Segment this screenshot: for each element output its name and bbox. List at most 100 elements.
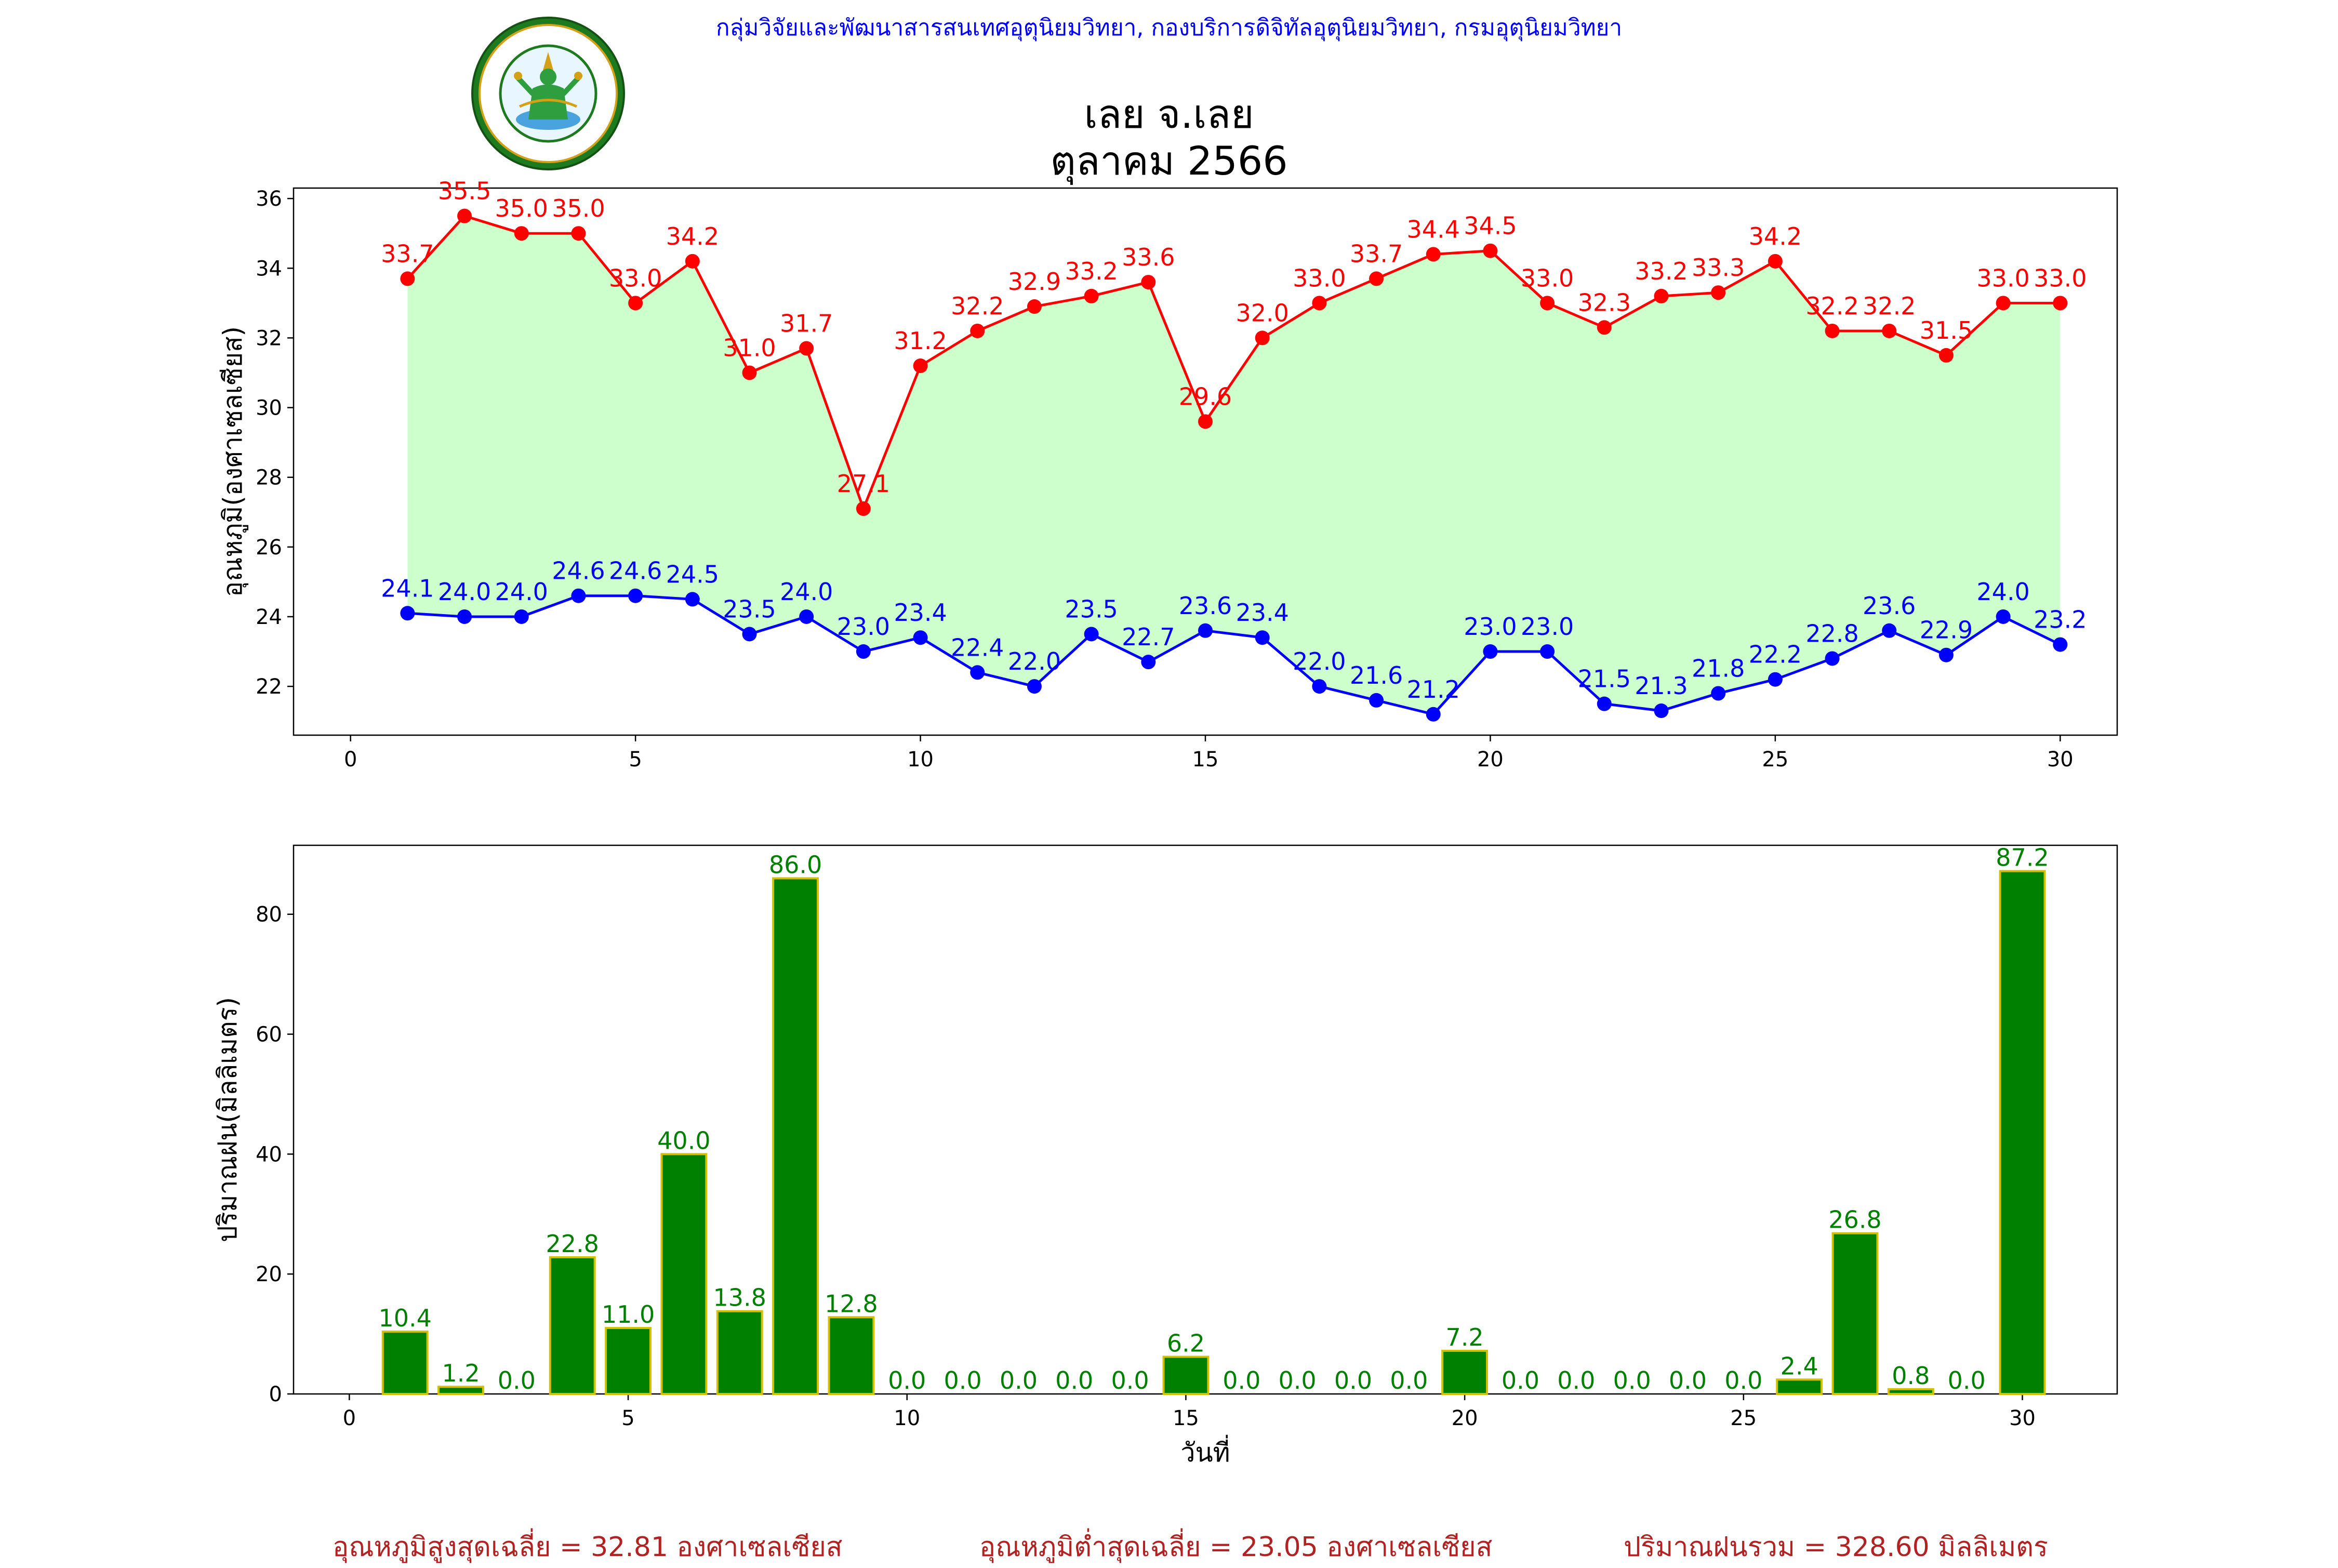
max-temperature-point [2053, 296, 2068, 311]
min-temperature-label: 21.5 [1578, 665, 1631, 693]
min-temperature-point [856, 644, 871, 659]
min-temperature-point [1540, 644, 1555, 659]
x-tick-label: 0 [344, 748, 357, 772]
rainfall-bar [437, 1386, 484, 1396]
rainfall-bar [828, 1316, 875, 1395]
min-temperature-point [400, 606, 415, 621]
max-temperature-label: 33.0 [609, 264, 662, 292]
min-temperature-point [1027, 679, 1042, 694]
x-tick-label: 30 [2047, 748, 2074, 772]
x-tick-label: 20 [1452, 1406, 1478, 1430]
min-temperature-point [628, 588, 643, 603]
rainfall-label: 0.0 [1223, 1366, 1260, 1394]
x-tick-label: 20 [1477, 748, 1504, 772]
rainfall-bar [1162, 1356, 1210, 1395]
average-min-temperature: อุณหภูมิต่ำสุดเฉลี่ย = 23.05 องศาเซลเซีย… [979, 1532, 1493, 1563]
max-temperature-label: 32.2 [1805, 292, 1858, 320]
min-temperature-point [514, 609, 529, 624]
min-temperature-label: 21.3 [1635, 672, 1688, 700]
x-tick-label: 25 [1762, 748, 1788, 772]
max-temperature-label: 34.5 [1464, 212, 1517, 240]
max-temperature-point [1825, 323, 1840, 338]
max-temperature-label: 29.6 [1179, 382, 1232, 410]
max-temperature-point [856, 501, 871, 516]
min-temperature-label: 23.6 [1179, 592, 1232, 620]
rainfall-bar [1999, 870, 2046, 1395]
max-temperature-point [571, 226, 586, 241]
rainfall-label: 0.0 [1055, 1366, 1093, 1394]
min-temperature-label: 23.2 [2034, 606, 2087, 634]
min-temperature-label: 24.1 [381, 574, 434, 602]
max-temperature-point [1711, 285, 1726, 300]
min-temperature-label: 24.0 [495, 578, 548, 606]
rainfall-label: 0.0 [888, 1366, 926, 1394]
min-temperature-point [2053, 637, 2068, 652]
y-tick-label: 24 [256, 605, 282, 629]
min-temperature-point [1483, 644, 1498, 659]
y-tick-label: 60 [256, 1023, 282, 1047]
max-temperature-label: 32.2 [951, 292, 1004, 320]
max-temperature-label: 32.0 [1236, 299, 1288, 327]
min-temperature-point [1938, 647, 1954, 662]
rainfall-label: 87.2 [1996, 844, 2049, 872]
rainfall-bar [1776, 1378, 1823, 1396]
min-temperature-point [913, 630, 928, 645]
min-temperature-point [457, 609, 472, 624]
rainfall-label: 11.0 [602, 1300, 655, 1328]
rainfall-bar [716, 1310, 763, 1395]
max-temperature-label: 33.0 [1521, 264, 1574, 292]
rainfall-label: 40.0 [657, 1126, 710, 1154]
max-temperature-label: 34.2 [666, 222, 719, 250]
min-temperature-point [685, 592, 700, 607]
total-rainfall: ปริมาณฝนรวม = 328.60 มิลลิเมตร [1624, 1532, 2048, 1563]
max-temperature-point [1483, 243, 1498, 258]
min-temperature-point [1654, 703, 1669, 719]
min-temperature-label: 23.6 [1863, 592, 1916, 620]
max-temperature-point [1768, 254, 1783, 269]
rainfall-bar [660, 1153, 708, 1395]
rainfall-label: 13.8 [713, 1284, 766, 1312]
rainfall-bar [1831, 1232, 1879, 1396]
min-temperature-point [1084, 627, 1099, 642]
rainfall-bar [1887, 1388, 1934, 1396]
min-temperature-label: 24.6 [609, 557, 662, 585]
x-tick-label: 25 [1730, 1406, 1757, 1430]
max-temperature-label: 33.0 [2034, 264, 2087, 292]
organization-header: กลุ่มวิจัยและพัฒนาสารสนเทศอุตุนิยมวิทยา,… [715, 15, 1623, 41]
rainfall-label: 12.8 [825, 1290, 878, 1318]
rainfall-bar [772, 877, 819, 1396]
rainfall-label: 0.8 [1892, 1362, 1930, 1390]
max-temperature-label: 33.3 [1692, 254, 1745, 282]
max-temperature-label: 31.0 [723, 334, 776, 362]
max-temperature-point [1938, 348, 1954, 363]
x-tick-label: 30 [2009, 1406, 2036, 1430]
min-temperature-label: 23.5 [723, 595, 776, 623]
rainfall-label: 0.0 [1502, 1366, 1539, 1394]
max-temperature-point [913, 358, 928, 374]
max-temperature-point [1369, 271, 1384, 286]
x-tick-label: 10 [907, 748, 934, 772]
min-temperature-point [1198, 623, 1213, 638]
rainfall-chart: 0 5 10 15 20 25 30 0 20 40 60 80 ปริมาณฝน(มิลลิเมตร)… [212, 844, 2118, 1468]
min-temperature-label: 22.2 [1749, 641, 1802, 669]
min-temperature-point [1768, 672, 1783, 687]
max-temperature-label: 33.0 [1976, 264, 2029, 292]
max-temperature-point [1540, 296, 1555, 311]
rainfall-label: 1.2 [442, 1359, 480, 1387]
rainfall-label: 2.4 [1781, 1352, 1818, 1380]
min-temperature-label: 22.0 [1293, 647, 1346, 675]
chart-title-station: เลย จ.เลย [1084, 91, 1254, 137]
rainfall-bar [381, 1330, 429, 1396]
max-temperature-point [514, 226, 529, 241]
max-temperature-label: 35.0 [552, 194, 605, 222]
min-temperature-label: 23.0 [1521, 613, 1574, 641]
rainfall-bar [605, 1327, 652, 1395]
x-axis-label: วันที่ [1180, 1435, 1230, 1468]
min-temperature-label: 24.5 [666, 560, 719, 588]
rainfall-bar [1441, 1349, 1489, 1396]
max-temperature-label: 31.5 [1920, 316, 1973, 344]
min-temperature-label: 22.7 [1122, 623, 1175, 651]
min-temperature-label: 24.0 [438, 578, 491, 606]
y-tick-label: 40 [256, 1142, 282, 1166]
